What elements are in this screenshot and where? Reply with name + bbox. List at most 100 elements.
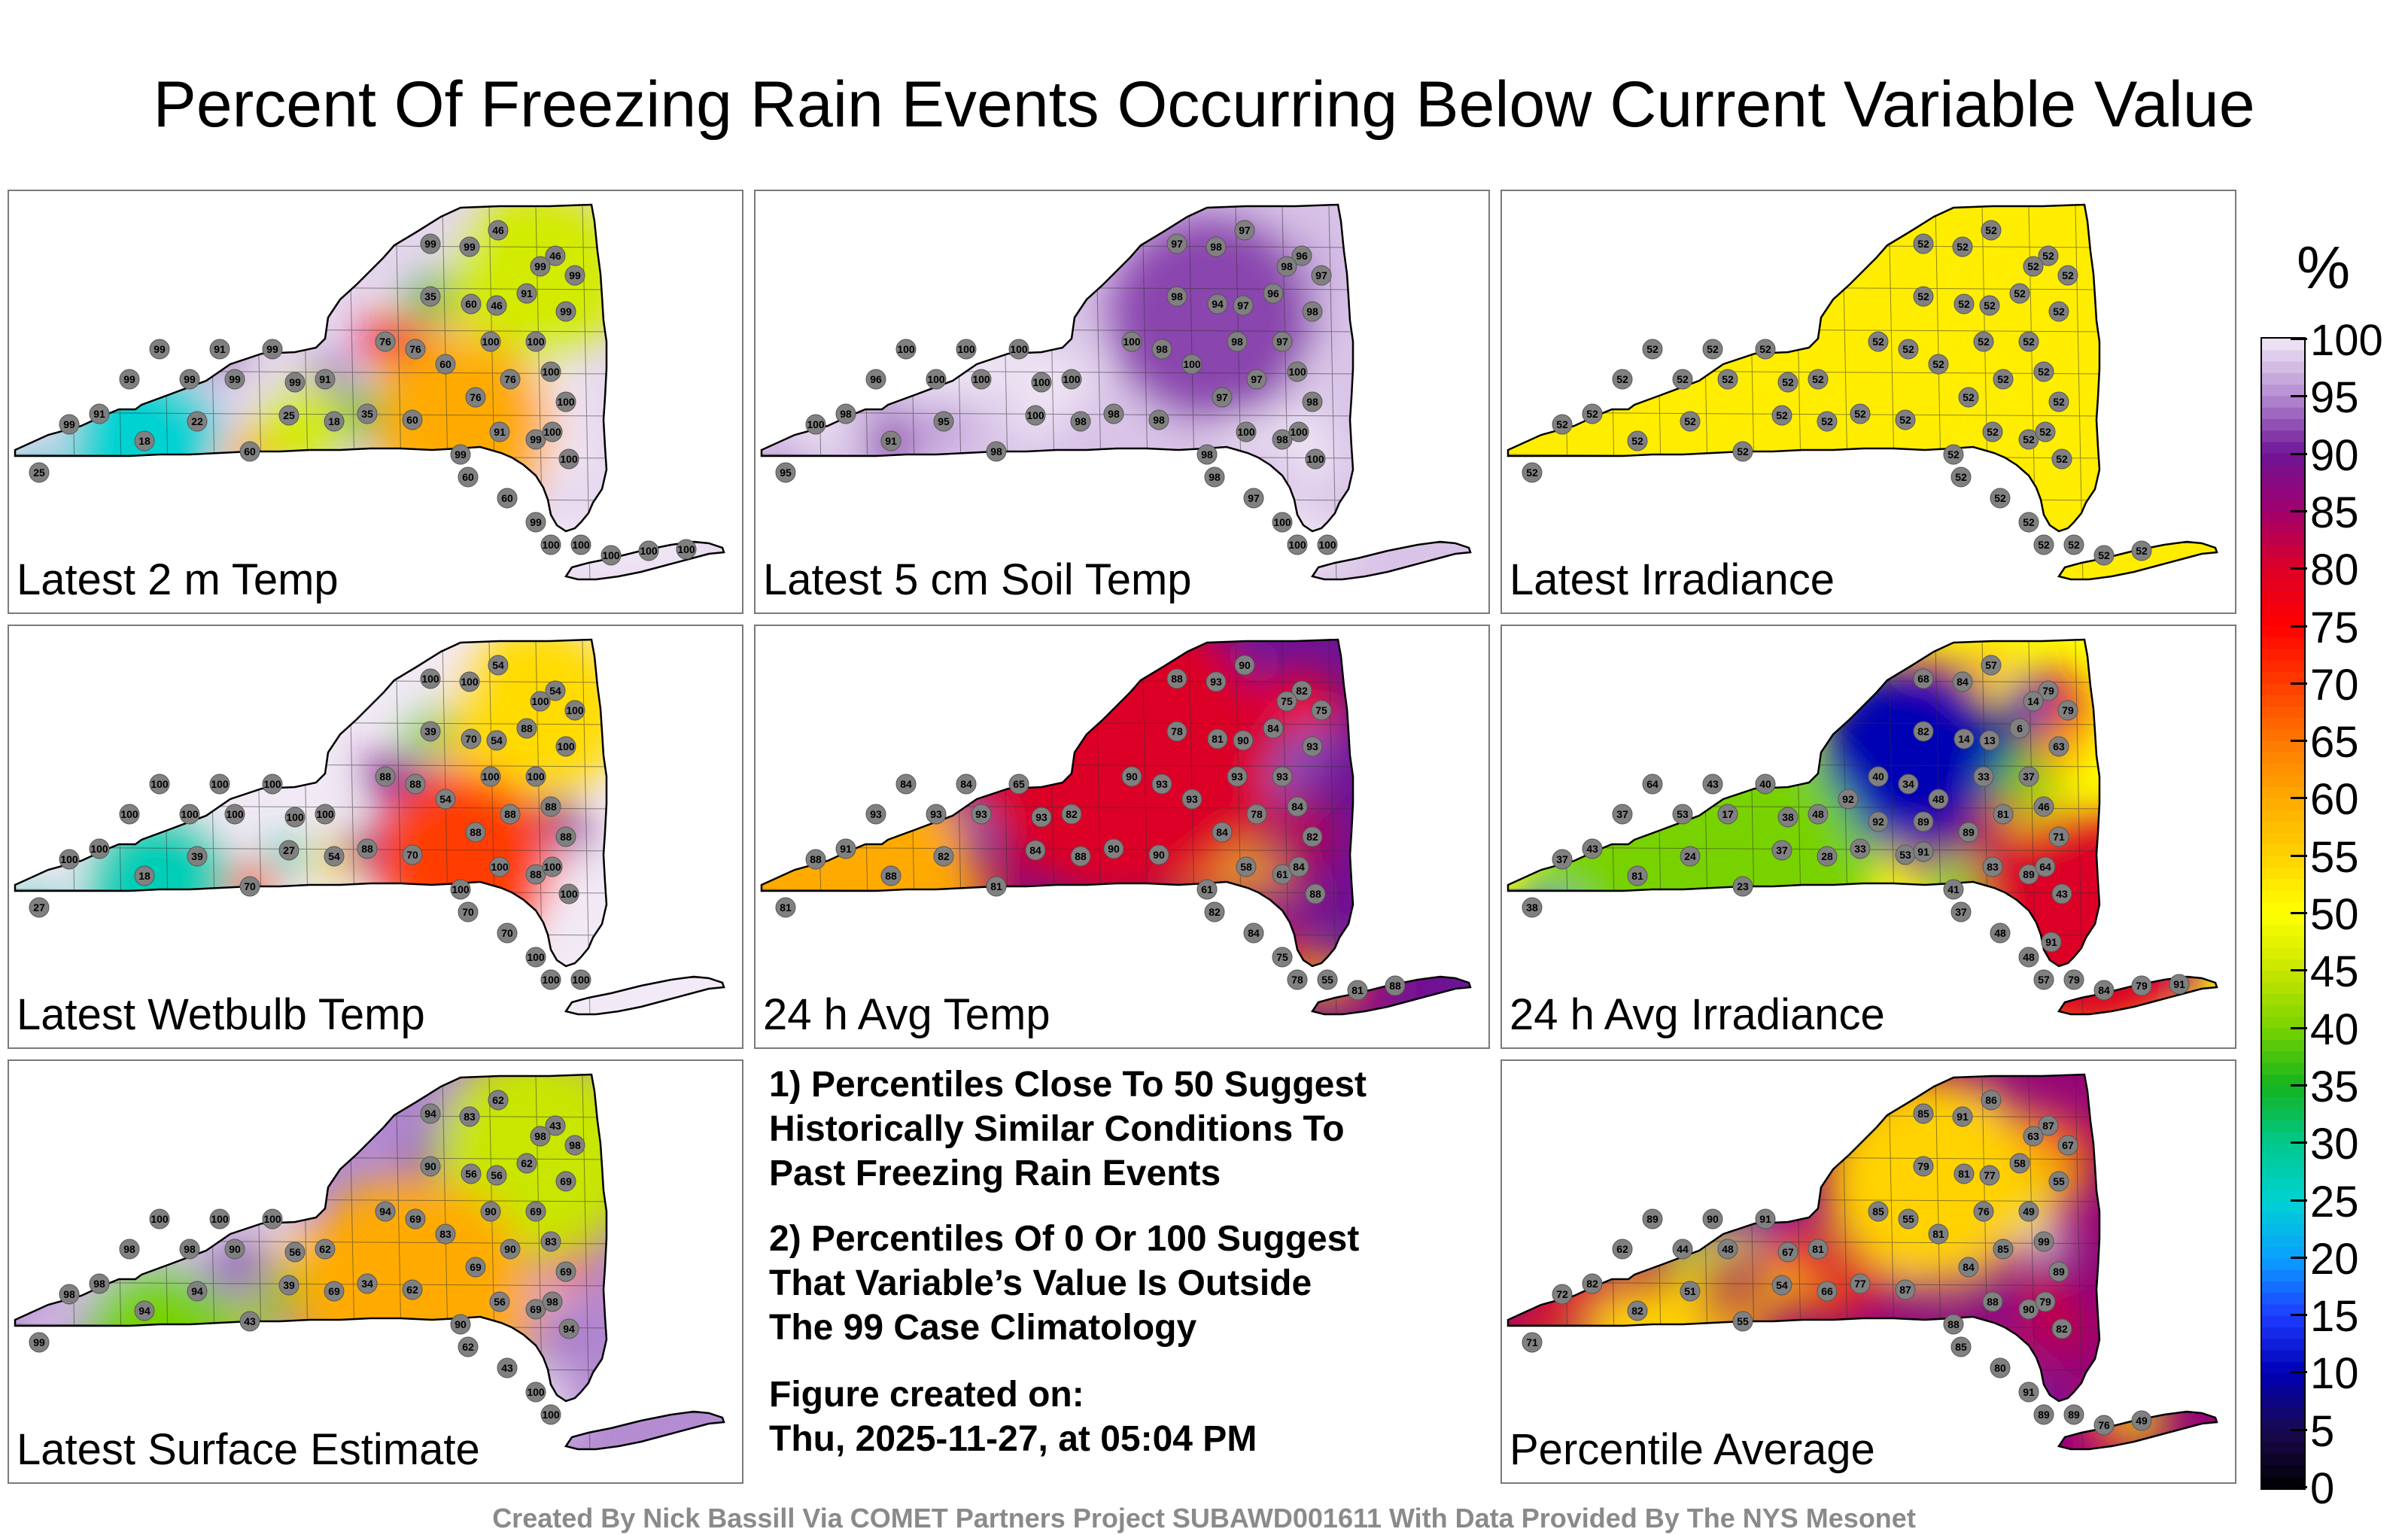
station-value: 52 [1917,238,1929,250]
station-marker [2131,540,2152,561]
station-marker [1234,220,1255,241]
station-value: 52 [1759,343,1771,355]
station-marker [375,331,396,352]
station-value: 93 [1156,778,1168,790]
station-marker [1771,840,1792,861]
note-1-line: Past Freezing Rain Events [769,1154,1221,1193]
station-value: 52 [2098,549,2110,561]
station-marker [2009,718,2030,739]
county-line [815,640,824,1014]
station-marker [1808,1239,1829,1260]
station-value: 91 [494,426,506,438]
station-value: 97 [1248,492,1260,504]
station-value: 69 [530,1303,542,1315]
station-marker [676,539,697,560]
station-value: 41 [1947,883,1960,895]
station-marker [2035,856,2056,877]
colorbar-tick-mark [2291,452,2307,455]
station-value: 89 [2068,1409,2080,1421]
station-value: 48 [1932,793,1944,805]
station-marker [1868,811,1889,832]
colorbar-step [2262,1350,2304,1363]
colorbar-step [2262,430,2304,443]
station-value: 82 [1306,831,1318,843]
colorbar-step [2262,546,2304,558]
station-value: 34 [1902,778,1914,790]
station-value: 46 [492,224,504,236]
map-shading [762,640,1470,1014]
station-marker [1990,923,2011,944]
station-value: 94 [424,1108,436,1120]
station-marker [187,411,208,432]
station-marker [540,534,561,555]
colorbar-step [2262,740,2304,753]
station-value: 99 [530,516,542,528]
station-marker [1212,822,1233,843]
station-value: 98 [1276,433,1288,445]
colorbar-tick-mark [2291,509,2307,512]
station-marker [119,369,140,390]
station-value: 52 [1722,373,1734,385]
station-value: 100 [1318,539,1336,551]
station-value: 93 [1276,771,1288,783]
station-value: 88 [530,868,542,880]
station-value: 78 [1291,974,1303,986]
colorbar-step [2262,579,2304,592]
station-value: 27 [33,901,45,913]
station-value: 100 [482,771,500,783]
station-marker [1612,1239,1633,1260]
station-value: 97 [1251,373,1263,385]
county-line [1508,973,2217,979]
station-marker [1276,691,1297,712]
station-value: 52 [1782,376,1794,388]
colorbar-step [2262,1178,2304,1190]
colorbar-tick-mark [2291,1026,2307,1029]
station-marker [1121,766,1142,787]
station-marker [805,414,826,435]
colorbar-tick-label: 70 [2310,660,2359,710]
station-marker [1234,655,1255,676]
station-value: 88 [1171,673,1183,685]
station-value: 52 [2023,336,2035,348]
station-value: 58 [1240,861,1252,873]
station-value: 68 [1917,673,1929,685]
station-value: 93 [1306,740,1318,752]
station-marker [600,545,622,566]
station-value: 23 [1737,880,1749,892]
station-marker [1305,448,1326,470]
county-line [115,640,124,1014]
station-value: 78 [1171,725,1183,737]
station-marker [179,369,200,390]
station-marker [1953,293,1975,315]
station-marker [420,1156,441,1177]
colorbar-step [2262,959,2304,972]
station-marker [2131,975,2152,996]
station-value: 99 [63,418,75,430]
station-marker [489,856,510,877]
station-value: 98 [1201,448,1213,460]
station-marker [1627,430,1648,451]
station-value: 90 [424,1160,436,1172]
value-blob [1826,1077,2033,1283]
station-marker [1777,1242,1798,1263]
station-value: 52 [1616,373,1628,385]
station-marker [775,897,796,918]
station-value: 80 [1994,1362,2006,1374]
station-marker [1868,331,1889,352]
station-marker [284,1242,306,1263]
county-line [15,1408,724,1414]
station-marker [1973,766,1994,787]
station-value: 88 [1075,850,1087,862]
station-marker [187,846,208,867]
colorbar-tick-mark [2291,567,2307,570]
colorbar-tick-mark [2291,682,2307,685]
station-value: 61 [1276,868,1288,880]
colorbar-step [2262,626,2304,639]
station-value: 100 [263,778,281,790]
station-marker [357,838,378,859]
station-marker [1958,822,1979,843]
station-value: 91 [93,408,105,420]
panel-label: 24 h Avg Irradiance [1510,990,1885,1039]
station-marker [59,414,80,435]
station-marker [450,879,471,900]
